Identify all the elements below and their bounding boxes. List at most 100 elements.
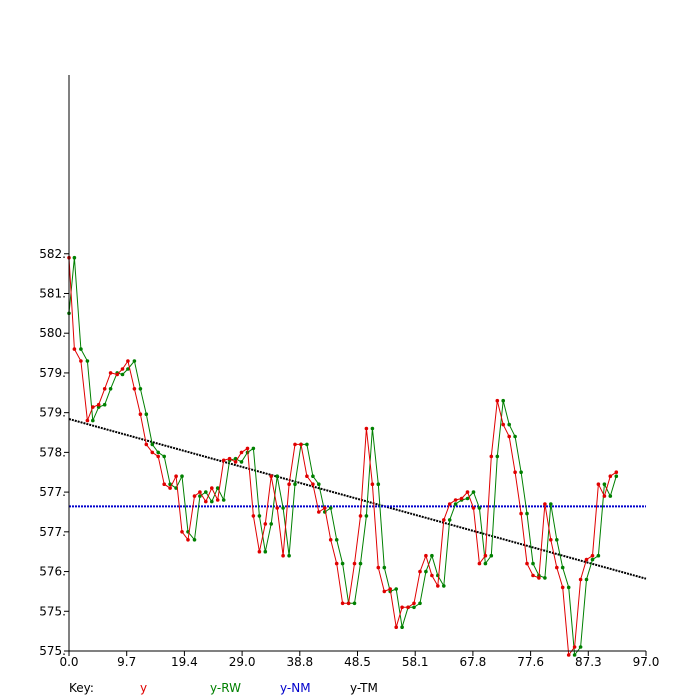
data-point: [513, 434, 517, 439]
data-point: [91, 418, 95, 423]
data-point: [608, 474, 613, 479]
data-point: [180, 530, 184, 534]
x-tick-label: 19.4: [171, 655, 198, 669]
y-ticks: 575. 575. 576. 577. 577. 578. 579. 579. 580. 581.…: [39, 247, 69, 658]
data-point: [156, 454, 160, 459]
data-point: [352, 601, 357, 606]
x-tick-label: 9.7: [117, 655, 136, 669]
data-point: [126, 359, 130, 363]
data-point: [91, 405, 95, 409]
data-point: [566, 653, 571, 657]
data-point: [156, 450, 160, 455]
data-point: [596, 553, 601, 558]
data-point: [281, 506, 285, 510]
data-point: [96, 402, 101, 407]
y-tick-label: 579.: [39, 366, 66, 380]
data-point: [382, 565, 387, 570]
y-tick-label: 580.: [39, 326, 66, 340]
data-point: [275, 506, 280, 510]
data-point: [204, 499, 208, 504]
data-point: [102, 387, 107, 391]
data-point: [531, 561, 535, 566]
data-point: [287, 553, 291, 558]
y-tick-label: 581.: [39, 286, 66, 300]
data-point: [311, 482, 315, 487]
data-point: [72, 255, 77, 260]
data-point: [430, 573, 434, 578]
legend-entry: y-NM: [280, 681, 311, 695]
data-point: [204, 490, 208, 494]
data-point: [388, 587, 393, 591]
data-point: [334, 538, 339, 542]
data-point: [531, 573, 535, 578]
data-point: [352, 561, 357, 566]
x-tick-label: 38.8: [286, 655, 313, 669]
data-point: [239, 450, 244, 455]
data-point: [299, 442, 303, 447]
data-point: [340, 561, 345, 566]
x-tick-label: 48.5: [344, 655, 371, 669]
data-point: [507, 434, 512, 439]
data-point: [215, 486, 220, 490]
data-point: [186, 538, 190, 542]
data-point: [79, 347, 83, 351]
data-point: [72, 347, 77, 351]
data-point: [346, 601, 351, 606]
data-point: [471, 490, 476, 494]
data-point: [150, 442, 155, 447]
data-point: [115, 372, 119, 377]
data-point: [293, 482, 297, 487]
data-point: [424, 569, 428, 574]
data-point: [596, 482, 601, 487]
data-point: [400, 625, 404, 629]
data-point: [614, 470, 619, 475]
data-point: [221, 498, 226, 502]
y-tick-label: 577.: [39, 525, 66, 539]
data-point: [507, 422, 512, 427]
data-point: [572, 653, 577, 657]
data-point: [138, 412, 143, 417]
data-point: [424, 553, 428, 558]
data-point: [120, 367, 125, 371]
legend-title: Key:: [69, 681, 94, 695]
data-point: [257, 549, 262, 554]
data-point: [382, 589, 387, 594]
data-point: [192, 494, 197, 498]
x-tick-label: 77.6: [517, 655, 544, 669]
data-point: [418, 569, 422, 574]
data-point: [400, 605, 404, 610]
data-point: [483, 553, 488, 558]
data-point: [221, 458, 226, 463]
data-point: [138, 387, 143, 391]
x-tick-label: 87.3: [575, 655, 602, 669]
data-point: [251, 514, 256, 518]
data-point: [495, 454, 500, 459]
data-point: [370, 426, 375, 431]
data-point: [584, 557, 589, 562]
data-point: [102, 402, 107, 407]
data-point: [590, 553, 595, 558]
data-point: [560, 585, 565, 590]
series-y-rw: [67, 255, 619, 657]
data-point: [584, 577, 589, 582]
data-point: [471, 506, 476, 510]
data-point: [477, 506, 482, 510]
data-point: [192, 538, 197, 542]
data-point: [79, 359, 83, 363]
data-point: [447, 502, 452, 506]
legend-entry: y-RW: [210, 681, 241, 695]
data-point: [126, 367, 130, 371]
data-point: [453, 498, 458, 502]
data-point: [549, 502, 553, 506]
data-point: [555, 565, 559, 570]
data-point: [120, 372, 125, 377]
data-point: [85, 359, 90, 363]
data-point: [394, 587, 399, 591]
data-point: [578, 577, 583, 582]
y-tick-label: 575.: [39, 604, 66, 618]
x-ticks: 0.0 9.7 19.4 29.0 38.8 48.5 58.1 67.8 77.6 87.3 97…: [59, 651, 659, 669]
data-point: [549, 538, 553, 542]
data-point: [489, 454, 494, 459]
data-point: [317, 482, 321, 487]
data-point: [602, 482, 607, 487]
